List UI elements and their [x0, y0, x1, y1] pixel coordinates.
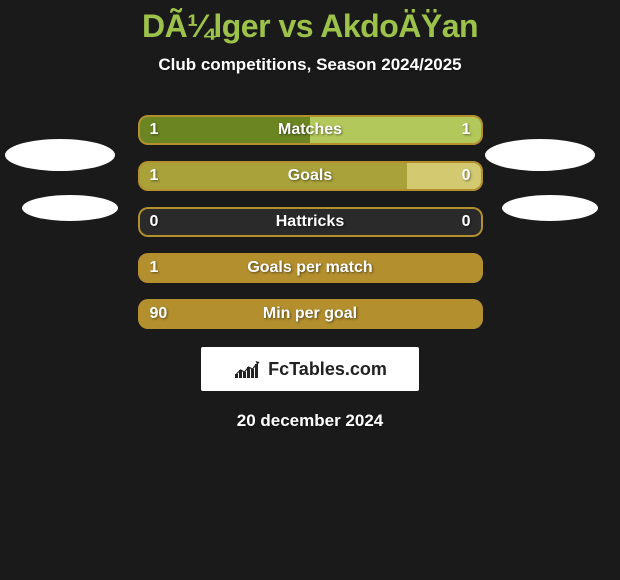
stat-label: Goals per match	[138, 259, 483, 277]
stats-area: 11Matches 10Goals 00Hattricks 1Goals per ma…	[0, 115, 620, 329]
stat-label: Hattricks	[138, 213, 483, 231]
decorative-ellipse-mid_left	[22, 195, 118, 221]
fctables-logo-text: FcTables.com	[268, 359, 387, 380]
stat-label: Min per goal	[138, 305, 483, 323]
decorative-ellipse-mid_right	[502, 195, 598, 221]
stat-label: Matches	[138, 121, 483, 139]
comparison-subtitle: Club competitions, Season 2024/2025	[0, 55, 620, 75]
stat-bars: 11Matches 10Goals 00Hattricks 1Goals per ma…	[138, 115, 483, 329]
stat-row-min-per-goal: 90Min per goal	[138, 299, 483, 329]
decorative-ellipse-top_left	[5, 139, 115, 171]
stat-row-matches: 11Matches	[138, 115, 483, 145]
fctables-logo-box: FcTables.com	[201, 347, 419, 391]
stat-label: Goals	[138, 167, 483, 185]
bar-chart-icon	[233, 358, 262, 380]
snapshot-date: 20 december 2024	[0, 411, 620, 431]
stat-row-goals: 10Goals	[138, 161, 483, 191]
comparison-title: DÃ¼lger vs AkdoÄŸan	[0, 0, 620, 45]
decorative-ellipse-top_right	[485, 139, 595, 171]
stat-row-hattricks: 00Hattricks	[138, 207, 483, 237]
stat-row-goals-per-match: 1Goals per match	[138, 253, 483, 283]
